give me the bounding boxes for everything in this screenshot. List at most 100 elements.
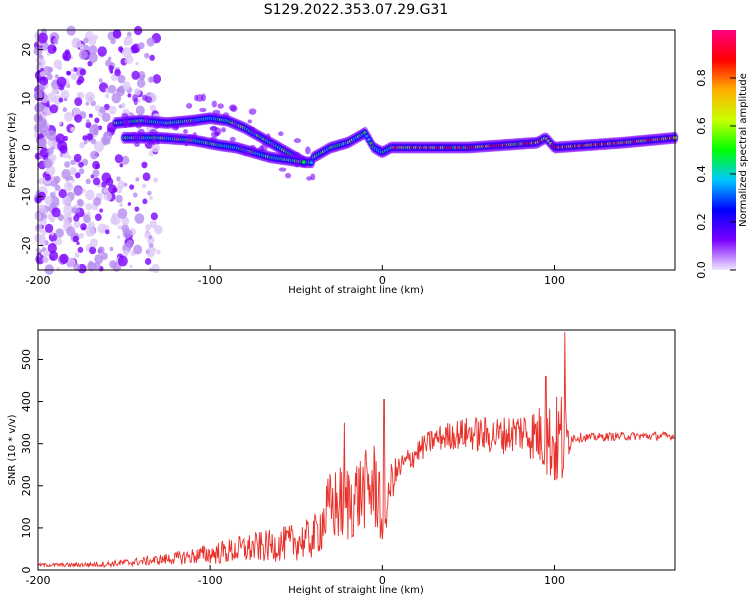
- spectrogram-scatter-blob: [209, 126, 218, 131]
- spectrogram-noise-blob: [151, 263, 160, 274]
- spectrogram-x-tick-label: -100: [198, 274, 223, 287]
- snr-y-axis-label: SNR (10 * v/v): [7, 414, 18, 485]
- spectrogram-scatter-blob: [199, 107, 207, 113]
- spectrogram-x-tick-label: 0: [379, 274, 386, 287]
- spectrogram-noise-blob: [77, 246, 84, 253]
- spectrogram-noise-blob: [83, 37, 89, 44]
- spectrogram-noise-blob: [136, 78, 146, 88]
- spectrogram-noise-blob: [85, 101, 90, 106]
- spectrogram-scatter-blob: [278, 167, 287, 172]
- spectrogram-noise-blob: [84, 91, 95, 103]
- spectrogram-noise-blob: [62, 107, 68, 113]
- spectrogram-noise-blob: [73, 220, 81, 229]
- spectrogram-noise-blob: [87, 262, 95, 271]
- spectrogram-noise-blob: [47, 92, 56, 103]
- spectrogram-noise-blob: [112, 187, 118, 193]
- spectrogram-noise-blob: [83, 140, 88, 145]
- spectrogram-noise-blob: [44, 223, 54, 233]
- spectrogram-noise-blob: [92, 169, 100, 178]
- spectrogram-noise-blob: [64, 49, 70, 56]
- spectrogram-noise-blob: [151, 143, 160, 153]
- spectrogram-noise-blob: [52, 190, 57, 195]
- spectrogram-noise-blob: [116, 176, 121, 182]
- spectrogram-scatter-blob: [212, 109, 221, 115]
- spectrogram-noise-blob: [68, 155, 72, 160]
- spectrogram-noise-blob: [154, 224, 163, 235]
- spectrogram-noise-blob: [135, 61, 139, 66]
- spectrogram-noise-blob: [133, 244, 143, 255]
- colorbar-tick-label: 0.2: [695, 213, 708, 231]
- spectrogram-noise-blob: [119, 203, 123, 208]
- spectrogram-noise-blob: [37, 32, 48, 44]
- spectrogram-noise-blob: [65, 70, 71, 76]
- spectrogram-noise-blob: [148, 243, 154, 249]
- spectrogram-scatter-blob: [156, 121, 162, 127]
- spectrogram-noise-blob: [69, 127, 75, 133]
- spectrogram-noise-blob: [141, 161, 148, 169]
- spectrogram-noise-blob: [149, 54, 155, 61]
- figure-title: S129.2022.353.07.29.G31: [264, 2, 449, 18]
- spectrogram-noise-blob: [88, 36, 97, 46]
- spectrogram-noise-blob: [101, 172, 112, 184]
- spectrogram-scatter-blob: [151, 137, 157, 146]
- spectrogram-scatter-blob: [133, 97, 138, 106]
- spectrogram-scatter-blob: [238, 144, 244, 152]
- spectrogram-noise-blob: [114, 154, 123, 164]
- spectrogram-noise-blob: [94, 213, 102, 221]
- spectrogram-noise-blob: [76, 92, 81, 98]
- spectrogram-scatter-blob: [266, 133, 271, 141]
- spectrogram-noise-blob: [85, 226, 96, 237]
- snr-line: [37, 332, 675, 569]
- spectrogram-noise-blob: [49, 153, 57, 162]
- spectrogram-scatter-blob: [245, 151, 253, 156]
- spectrogram-scatter-blob: [231, 122, 237, 128]
- spectrogram-noise-blob: [57, 65, 62, 71]
- spectrogram-noise-blob: [133, 25, 143, 36]
- snr-y-tick-label: 500: [20, 349, 33, 370]
- spectrogram-scatter-blob: [144, 115, 150, 124]
- spectrogram-noise-blob: [132, 192, 138, 198]
- spectrogram-noise-blob: [117, 46, 124, 52]
- spectrogram-noise-blob: [38, 137, 47, 148]
- spectrogram-noise-blob: [73, 107, 81, 117]
- spectrogram-noise-blob: [74, 97, 83, 107]
- spectrogram-scatter-blob: [229, 104, 237, 111]
- spectrogram-noise-blob: [42, 250, 50, 257]
- spectrogram-noise-blob: [47, 66, 54, 73]
- spectrogram-noise-blob: [37, 58, 46, 68]
- spectrogram-noise-blob: [129, 264, 133, 269]
- spectrogram-noise-blob: [98, 78, 103, 83]
- spectrogram-noise-blob: [38, 177, 45, 185]
- spectrogram-noise-blob: [46, 129, 57, 141]
- spectrogram-noise-blob: [127, 202, 132, 206]
- spectrogram-noise-blob: [135, 177, 140, 182]
- spectrogram-scatter-blob: [144, 96, 153, 103]
- spectrogram-noise-blob: [57, 140, 68, 152]
- spectrogram-noise-blob: [42, 77, 47, 82]
- spectrogram-noise-blob: [142, 198, 148, 205]
- spectrogram-scatter-blob: [292, 151, 301, 159]
- spectrogram-noise-blob: [42, 256, 49, 264]
- spectrogram-y-ticks: 20 10 0 -10 -20: [20, 43, 43, 255]
- spectrogram-noise-blob: [89, 246, 97, 255]
- spectrogram-noise-blob: [61, 168, 71, 180]
- spectrogram-noise-blob: [73, 67, 78, 72]
- spectrogram-noise-blob: [122, 228, 132, 239]
- spectrogram-noise-blob: [108, 65, 114, 72]
- spectrogram-scatter-blob: [137, 128, 145, 135]
- spectrogram-noise-blob: [44, 195, 53, 206]
- spectrogram-noise-blob: [66, 25, 76, 36]
- spectrogram-noise-blob: [86, 133, 94, 141]
- spectrogram-noise-blob: [94, 117, 100, 124]
- spectrogram-noise-blob: [149, 195, 153, 200]
- spectrogram-noise-blob: [78, 232, 84, 239]
- spectrogram-noise-blob: [58, 121, 63, 126]
- spectrogram-noise-blob: [51, 207, 61, 218]
- colorbar: 0.0 0.2 0.4 0.6 0.8 Normalized spectral ampl…: [695, 30, 749, 279]
- spectrogram-scatter-blob: [310, 173, 316, 181]
- spectrogram-noise-blob: [99, 208, 104, 213]
- spectrogram-noise-blob: [41, 118, 47, 125]
- spectrogram-noise-blob: [149, 77, 154, 82]
- spectrogram-scatter-blob: [192, 132, 198, 139]
- spectrogram-y-tick-label: -20: [20, 237, 33, 255]
